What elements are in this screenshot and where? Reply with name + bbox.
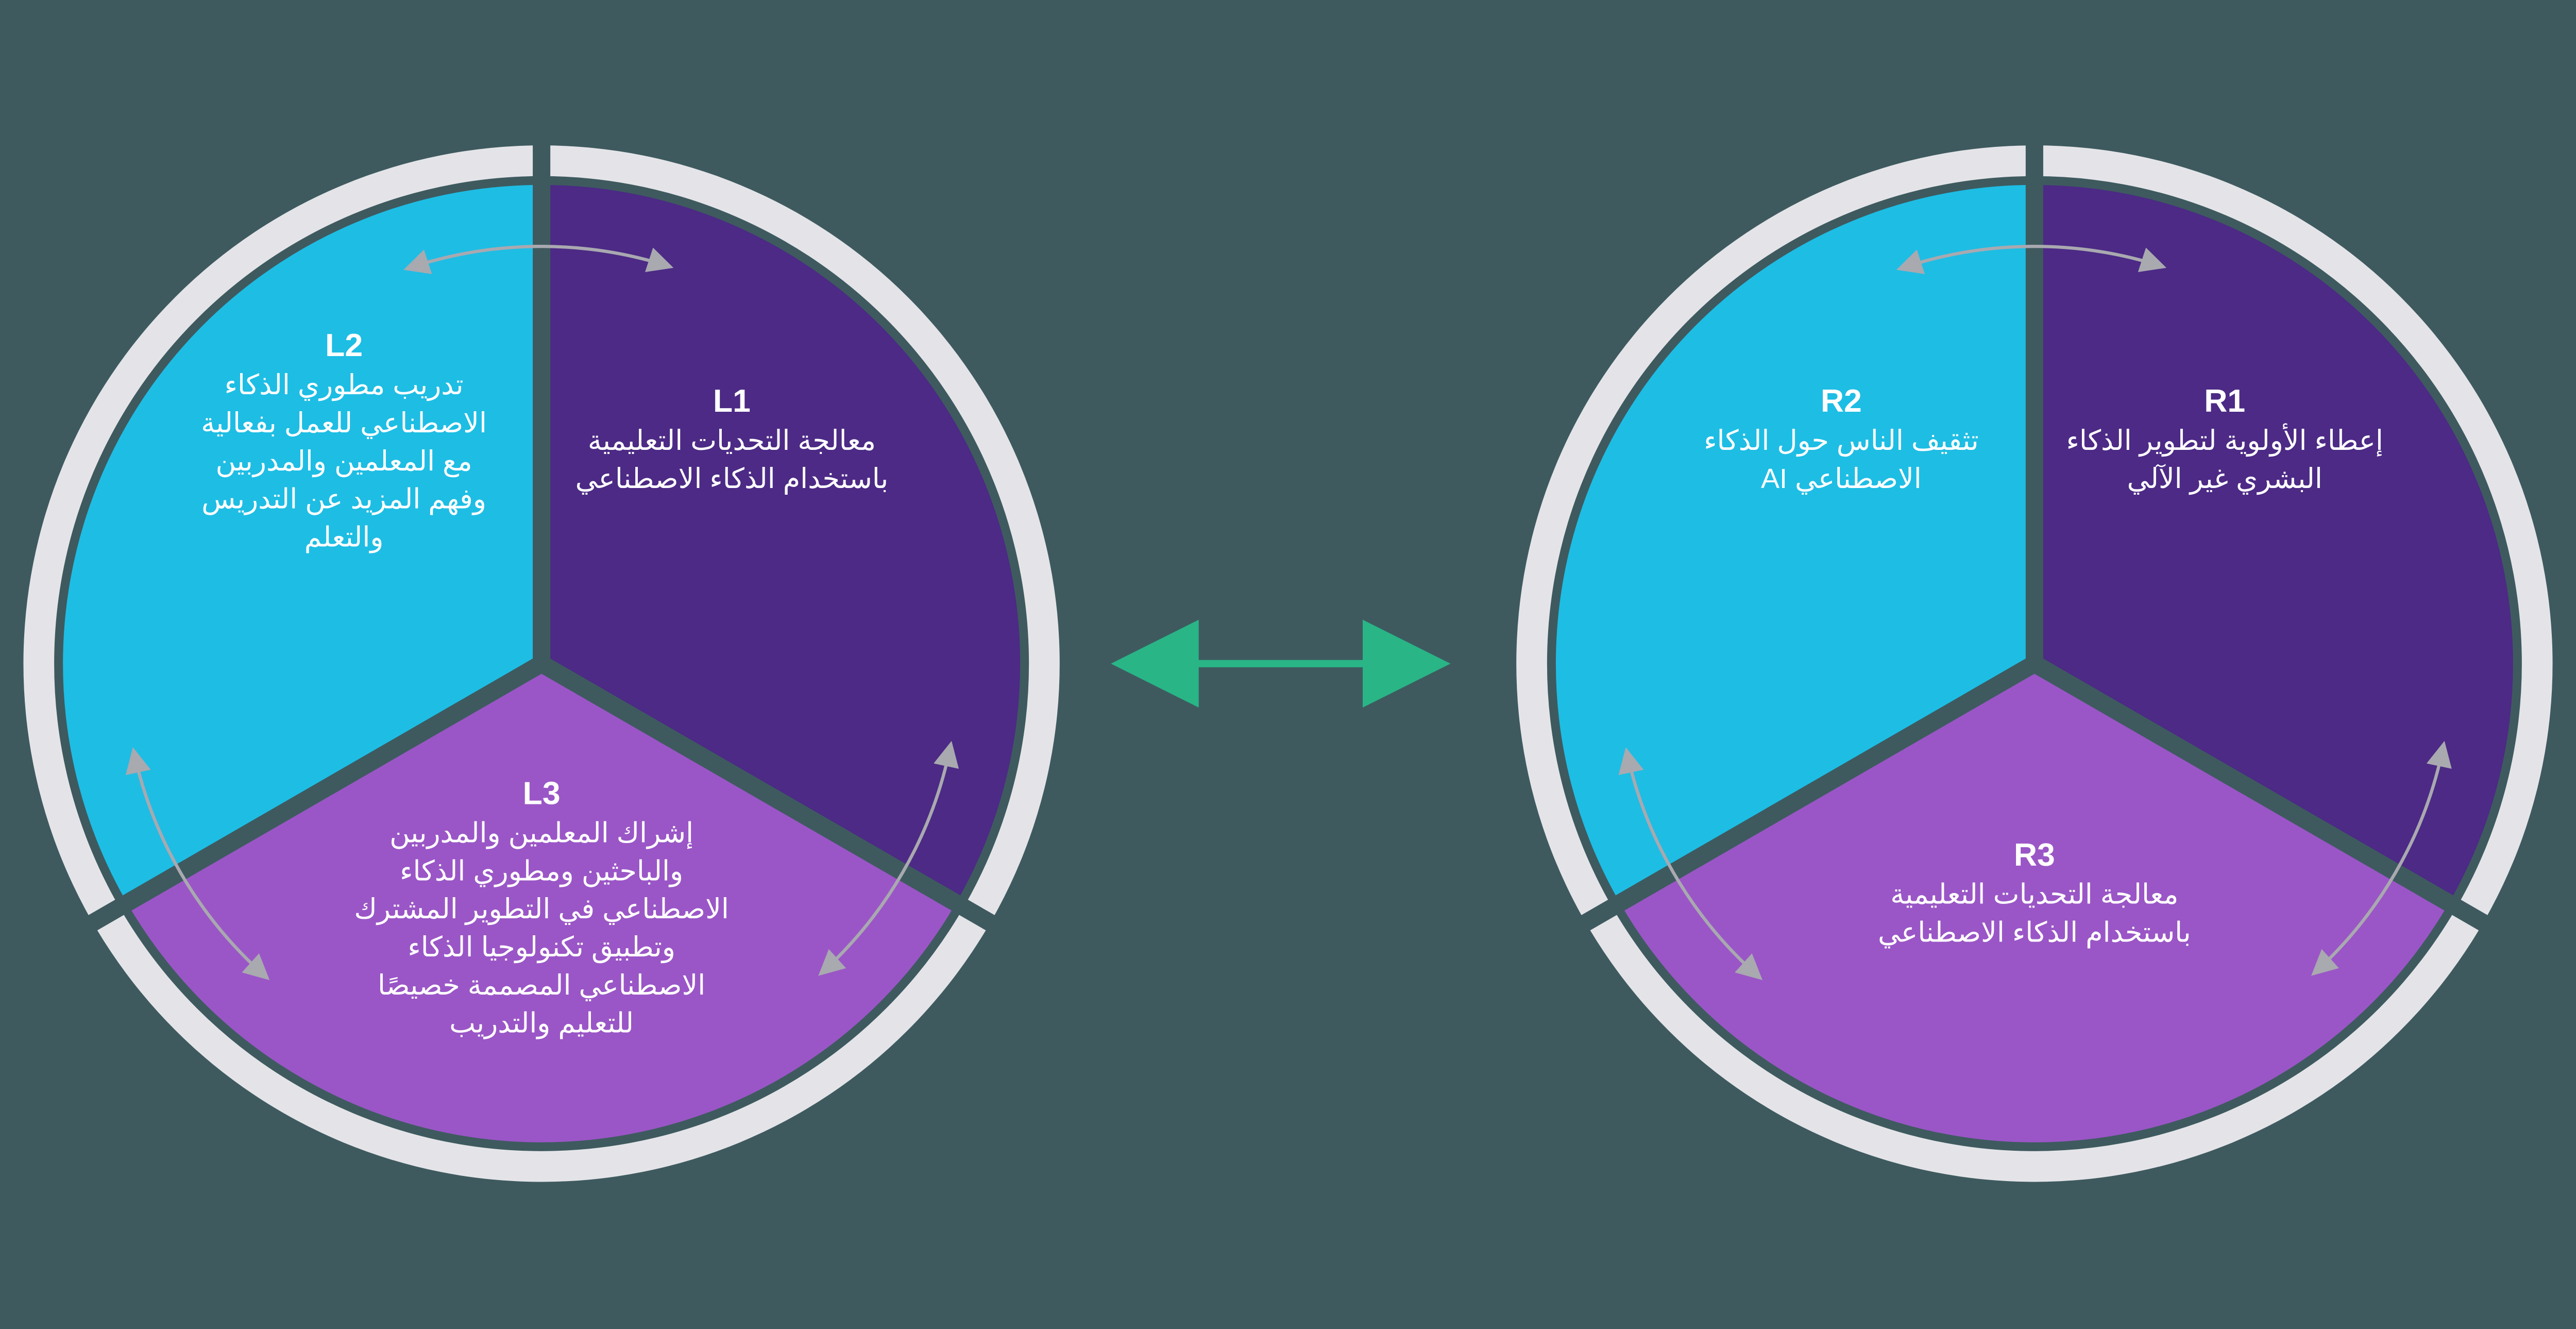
segment-title: R3 [2014,837,2055,873]
segment-text-line: إعطاء الأولوية لتطوير الذكاء [2066,423,2383,457]
segment-text-line: الاصطناعي AI [1761,463,1922,495]
segment-text-line: باستخدام الذكاء الاصطناعي [1878,917,2191,949]
segment-text-line: البشري غير الآلي [2127,463,2322,495]
right-pie: R1 إعطاء الأولوية لتطوير الذكاء البشري غير… [1516,144,2552,1182]
segment-text-line: تدريب مطوري الذكاء [225,369,464,401]
left-pie: L1 معالجة التحديات التعليمية باستخدام الذك… [23,144,1059,1182]
segment-text-line: باستخدام الذكاء الاصطناعي [575,463,889,495]
segment-text-line: الاصطناعي في التطوير المشترك [354,894,729,926]
diagram-canvas: L1 معالجة التحديات التعليمية باستخدام الذك… [0,119,2576,1209]
segment-text-line: مع المعلمين والمدربين [216,446,472,478]
segment-text-line: معالجة التحديات التعليمية [588,425,876,456]
segment-title: L3 [523,776,561,812]
segment-title: L2 [325,327,363,363]
segment-text-line: وتطبيق تكنولوجيا الذكاء [408,932,675,964]
segment-text-line: الاصطناعي المصممة خصيصًا [378,970,705,1001]
segment-text-line: والتعلم [304,522,384,554]
segment-text-line: الاصطناعي للعمل بفعالية [201,408,487,439]
segment-title: R2 [1821,383,1862,419]
segment-text-line: تثقيف الناس حول الذكاء [1704,425,1979,457]
segment-title: R1 [2204,383,2245,419]
segment-text-line: إشراك المعلمين والمدربين [389,818,693,850]
segment-text-line: للتعليم والتدريب [449,1008,634,1040]
segment-text-line: وفهم المزيد عن التدريس [201,484,486,516]
segment-title: L1 [713,383,751,419]
segment-text-line: معالجة التحديات التعليمية [1890,879,2178,910]
segment-text-line: والباحثين ومطوري الذكاء [400,856,683,888]
